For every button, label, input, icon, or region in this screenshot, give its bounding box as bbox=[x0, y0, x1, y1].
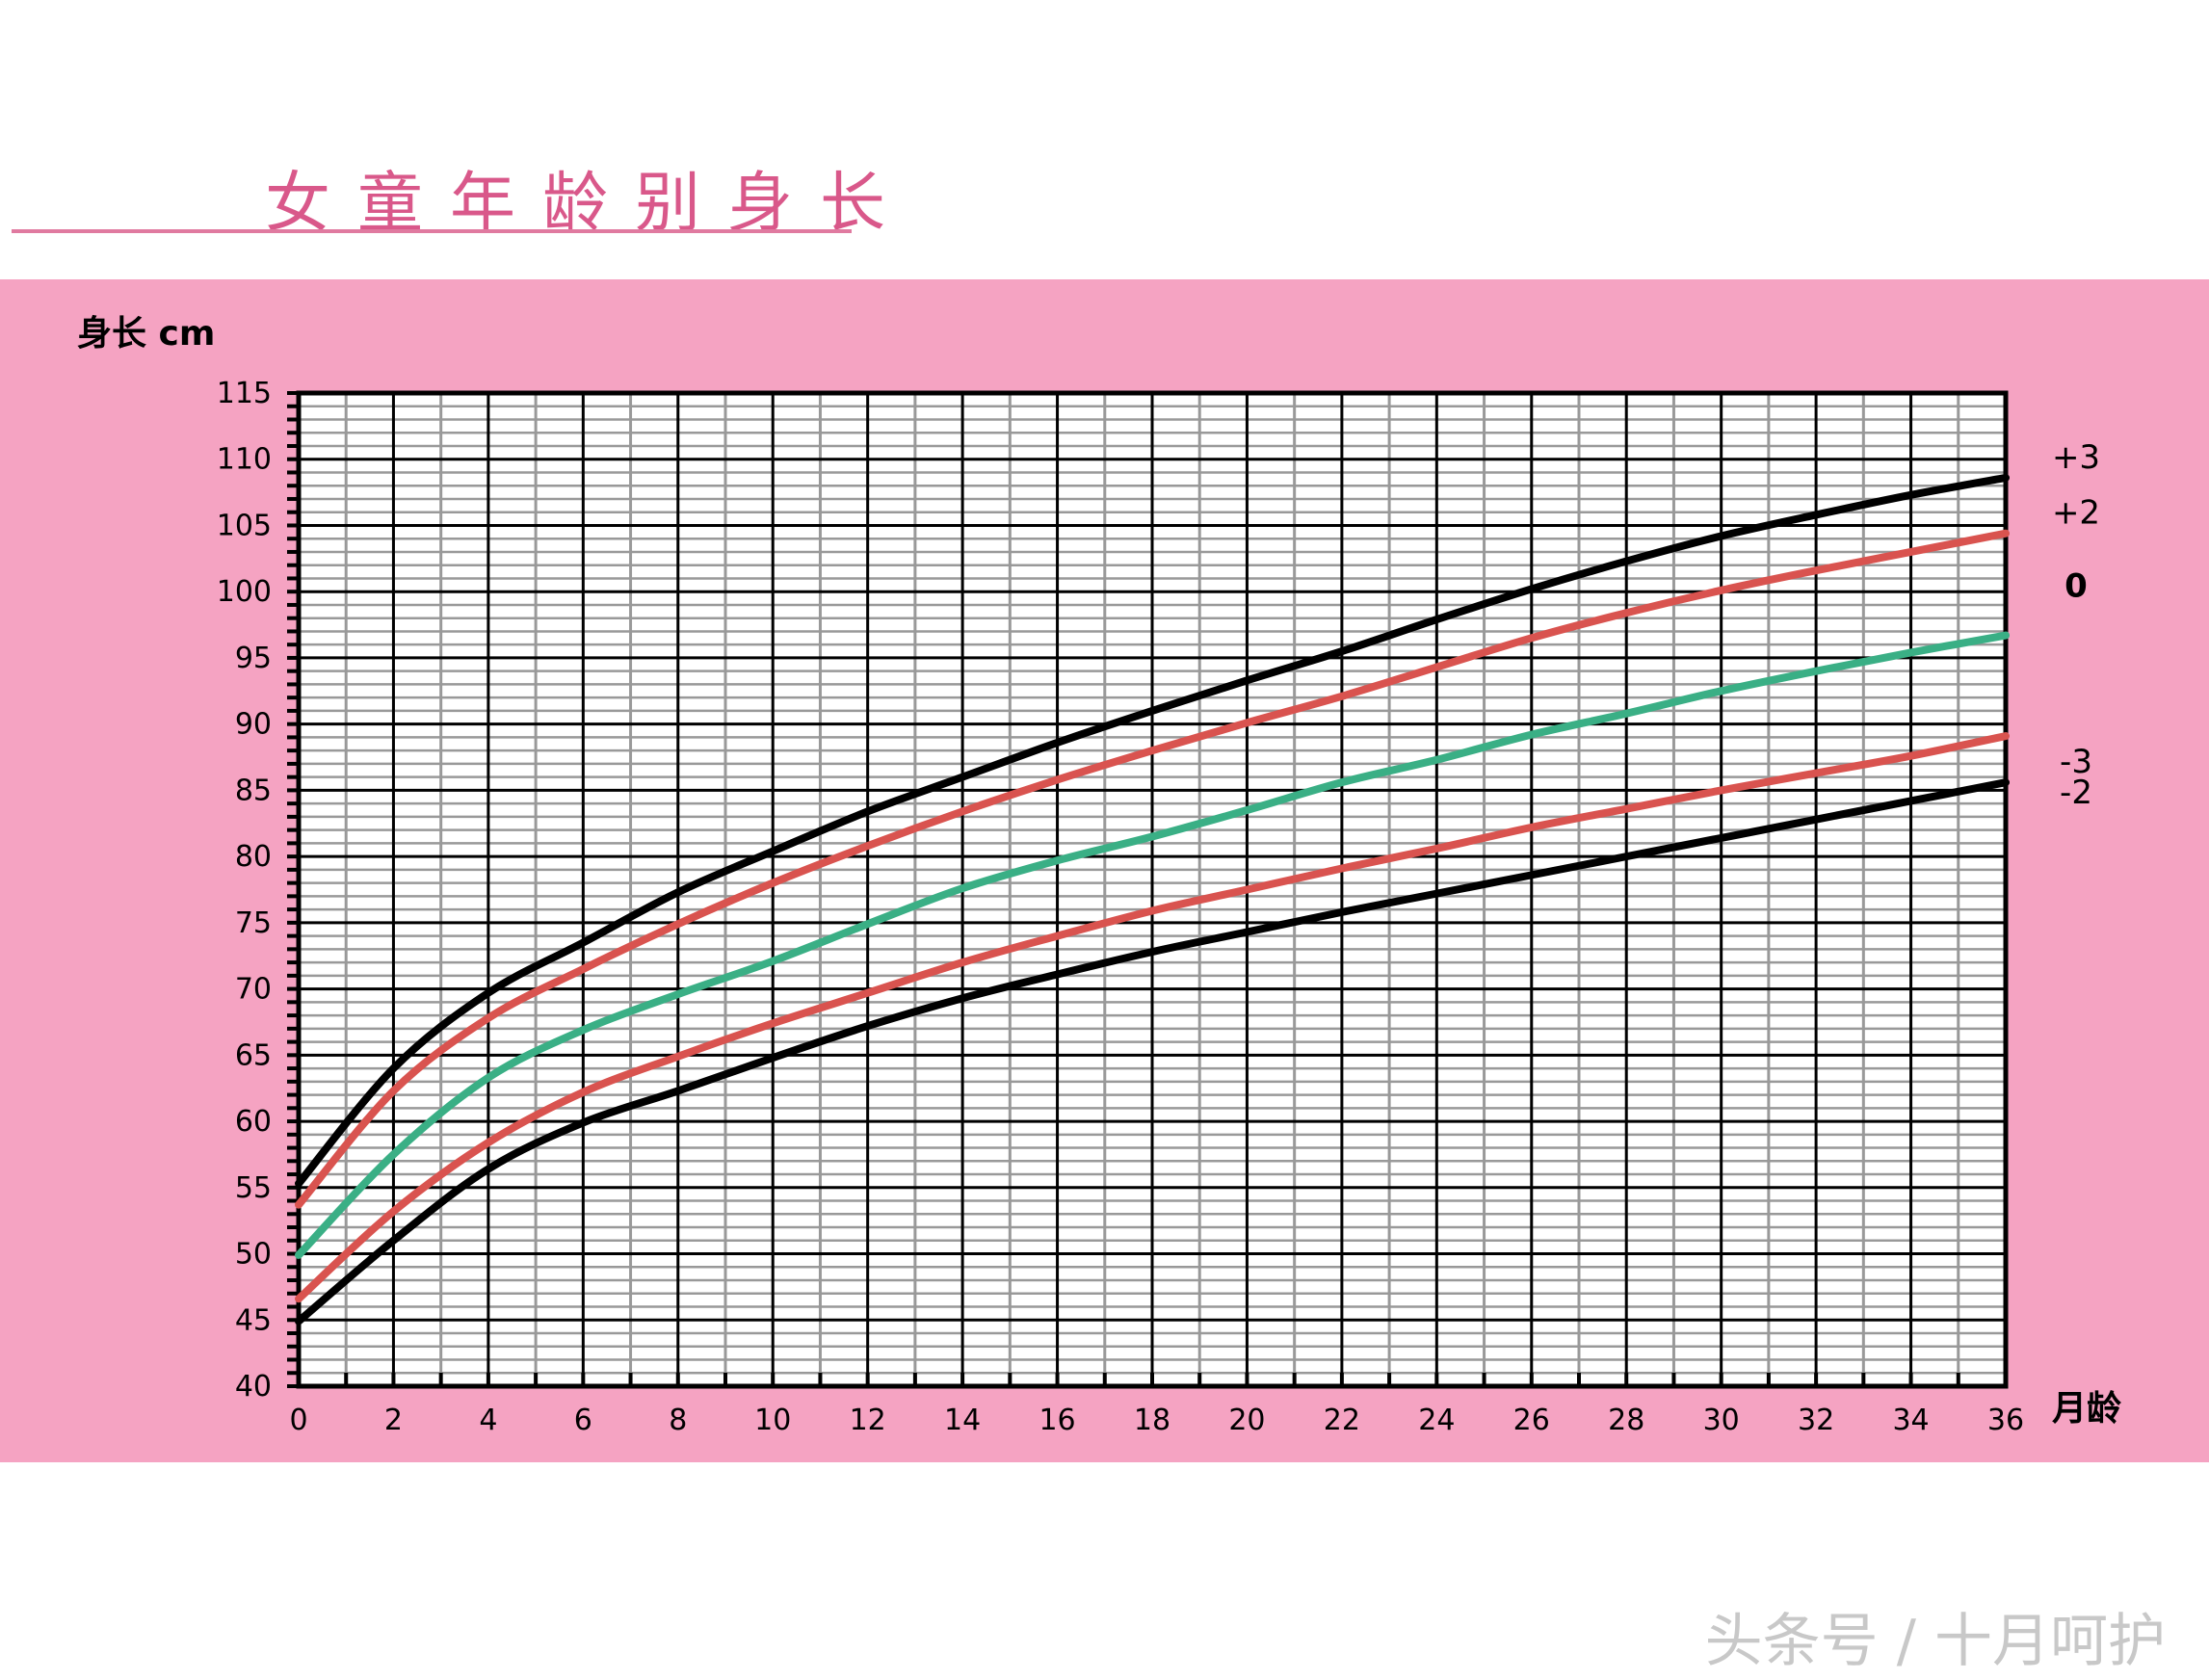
y-tick-label: 115 bbox=[217, 377, 272, 410]
x-axis-label: 月龄 bbox=[2052, 1389, 2121, 1429]
grid bbox=[287, 390, 2009, 1389]
y-tick-label: 70 bbox=[235, 973, 272, 1007]
x-tick-label: 28 bbox=[1608, 1404, 1644, 1437]
y-axis-label: 身长 cm bbox=[77, 314, 215, 354]
series-line-minus2 bbox=[295, 732, 2010, 1303]
x-tick-label: 16 bbox=[1039, 1404, 1075, 1437]
series-label: +3 bbox=[2052, 438, 2100, 477]
x-tick-label: 22 bbox=[1324, 1404, 1360, 1437]
y-tick-label: 90 bbox=[235, 708, 272, 742]
watermark: 头条号 / 十月呵护 bbox=[1704, 1608, 2166, 1675]
y-tick-label: 40 bbox=[235, 1370, 272, 1404]
y-tick-label: 85 bbox=[235, 774, 272, 807]
series-line-0 bbox=[295, 631, 2010, 1259]
x-tick-label: 4 bbox=[479, 1404, 497, 1437]
x-tick-label: 2 bbox=[384, 1404, 403, 1437]
x-tick-label: 34 bbox=[1892, 1404, 1929, 1437]
y-tick-label: 45 bbox=[235, 1303, 272, 1337]
x-tick-label: 30 bbox=[1703, 1404, 1740, 1437]
series-label: +2 bbox=[2052, 494, 2100, 533]
series-label: -2 bbox=[2060, 774, 2092, 812]
series-label: 0 bbox=[2064, 567, 2088, 606]
plot-border bbox=[296, 390, 2009, 1389]
y-tick-label: 105 bbox=[217, 509, 272, 542]
y-tick-label: 60 bbox=[235, 1105, 272, 1139]
x-tick-label: 18 bbox=[1134, 1404, 1170, 1437]
y-tick-label: 55 bbox=[235, 1171, 272, 1205]
y-tick-label: 110 bbox=[217, 443, 272, 477]
series-label: -3 bbox=[2060, 743, 2092, 781]
title-underline bbox=[12, 229, 852, 233]
x-tick-label: 36 bbox=[1987, 1404, 2024, 1437]
series-line-plus3 bbox=[295, 473, 2010, 1188]
x-tick-label: 8 bbox=[669, 1404, 687, 1437]
x-tick-label: 20 bbox=[1228, 1404, 1265, 1437]
x-tick-label: 10 bbox=[754, 1404, 791, 1437]
y-tick-label: 50 bbox=[235, 1238, 272, 1272]
curves bbox=[295, 473, 2010, 1326]
x-tick-label: 32 bbox=[1798, 1404, 1834, 1437]
y-tick-label: 75 bbox=[235, 906, 272, 940]
y-tick-label: 95 bbox=[235, 642, 272, 675]
series-line-minus3 bbox=[295, 778, 2010, 1326]
x-tick-label: 0 bbox=[289, 1404, 307, 1437]
y-tick-label: 80 bbox=[235, 840, 272, 874]
chart-title: 女童年龄别身长 bbox=[265, 166, 913, 242]
x-tick-label: 24 bbox=[1418, 1404, 1455, 1437]
x-tick-label: 14 bbox=[944, 1404, 981, 1437]
x-tick-label: 6 bbox=[574, 1404, 592, 1437]
y-tick-label: 65 bbox=[235, 1038, 272, 1072]
x-tick-label: 12 bbox=[850, 1404, 886, 1437]
series-line-plus2 bbox=[295, 529, 2010, 1209]
y-tick-label: 100 bbox=[217, 575, 272, 609]
labels: 0 2 4 6 8 10 12 14 16 18 20 22 24 26 28 30 32 34 364045505… bbox=[217, 377, 2100, 1437]
x-tick-label: 26 bbox=[1513, 1404, 1550, 1437]
